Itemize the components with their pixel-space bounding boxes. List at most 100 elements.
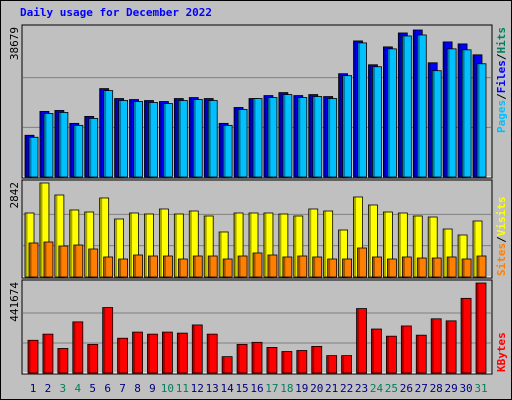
bar-shade	[28, 340, 31, 373]
bar	[416, 257, 427, 278]
bar-shade	[89, 118, 92, 177]
x-tick-label: 8	[134, 382, 141, 395]
bar-shade	[115, 99, 118, 177]
bar-shade	[473, 221, 476, 277]
legend-entry: KBytes	[495, 332, 508, 372]
bar-shade	[387, 49, 390, 177]
bar	[416, 34, 427, 178]
bar-shade	[178, 101, 181, 177]
bar-shade	[294, 216, 297, 277]
bar	[117, 337, 128, 374]
bar-shade	[343, 76, 346, 177]
bar-shade	[253, 253, 256, 277]
bar	[326, 355, 338, 374]
y-tick-label: 441674	[8, 282, 21, 322]
bar-shade	[147, 334, 150, 373]
bar-shade	[401, 326, 404, 373]
bar	[282, 94, 293, 178]
bar-shade	[130, 213, 133, 277]
bar	[266, 347, 278, 374]
x-tick-label: 23	[355, 382, 368, 395]
bar	[341, 355, 353, 374]
bar-shade	[416, 335, 419, 373]
bar-shade	[115, 219, 118, 277]
bar-shade	[43, 334, 46, 373]
bar-shade	[461, 298, 464, 373]
bar-shade	[192, 325, 195, 373]
bar-shade	[207, 334, 210, 373]
bar-shade	[368, 205, 371, 277]
x-tick-label: 11	[176, 382, 189, 395]
bar-shade	[282, 352, 285, 373]
bar	[103, 90, 114, 178]
bar	[461, 258, 472, 278]
bar-shade	[372, 257, 375, 277]
bar-shade	[313, 257, 316, 277]
bar-shade	[413, 30, 416, 177]
bar	[252, 98, 263, 178]
bar	[400, 325, 412, 374]
chart-title: Daily usage for December 2022	[20, 6, 212, 19]
bar	[445, 320, 457, 374]
bar	[357, 42, 367, 178]
bar-shade	[417, 35, 420, 177]
bar	[237, 109, 248, 178]
bar-shade	[103, 308, 106, 373]
bar	[386, 48, 397, 178]
bar-shade	[238, 109, 241, 177]
x-tick-label: 18	[280, 382, 293, 395]
bar-shade	[44, 113, 47, 177]
bar-shade	[413, 216, 416, 277]
bar-shade	[294, 96, 297, 177]
bar	[267, 254, 278, 278]
bar-shade	[343, 259, 346, 277]
bar	[28, 242, 39, 278]
bar-shade	[73, 322, 76, 373]
bar-shade	[447, 257, 450, 277]
bar-shade	[134, 255, 137, 277]
bar-shade	[159, 209, 162, 277]
bar	[476, 255, 487, 278]
x-tick-label: 15	[235, 382, 248, 395]
x-tick-label: 26	[400, 382, 413, 395]
bar	[118, 258, 128, 278]
x-tick-label: 16	[250, 382, 263, 395]
bar-shade	[144, 101, 147, 177]
y-tick-label: 38679	[8, 27, 21, 60]
legend: Pages/Files/Hits	[495, 27, 508, 133]
x-tick-label: 20	[310, 382, 323, 395]
bar-shade	[462, 50, 465, 177]
bar-shade	[358, 248, 361, 277]
bar-shade	[249, 213, 252, 277]
bar-shade	[208, 256, 211, 277]
bar-shade	[386, 336, 389, 373]
bar-shade	[219, 123, 222, 177]
bar-shade	[100, 198, 103, 277]
bar	[446, 256, 457, 278]
bar	[372, 66, 382, 178]
bar-shade	[477, 256, 480, 277]
bar-shade	[428, 217, 431, 277]
bar-shade	[402, 36, 405, 177]
bar	[431, 257, 442, 278]
bar-shade	[223, 125, 226, 177]
bar-shade	[267, 347, 270, 373]
bar-shade	[234, 213, 237, 277]
bar	[147, 333, 158, 374]
bar	[43, 113, 54, 178]
bar-shade	[55, 110, 58, 177]
legend: KBytes	[495, 332, 508, 372]
bar-shade	[85, 212, 88, 277]
bar-shade	[74, 245, 77, 277]
bar	[431, 70, 442, 178]
bar-shade	[447, 49, 450, 177]
bar-shade	[58, 348, 61, 373]
bar-shade	[313, 97, 316, 177]
legend-separator: /	[495, 53, 508, 60]
bar	[267, 97, 278, 178]
bar	[72, 321, 84, 374]
bar-shade	[398, 33, 401, 177]
bar-shade	[473, 55, 476, 177]
bar-shade	[177, 333, 180, 373]
bar-shade	[268, 98, 271, 177]
